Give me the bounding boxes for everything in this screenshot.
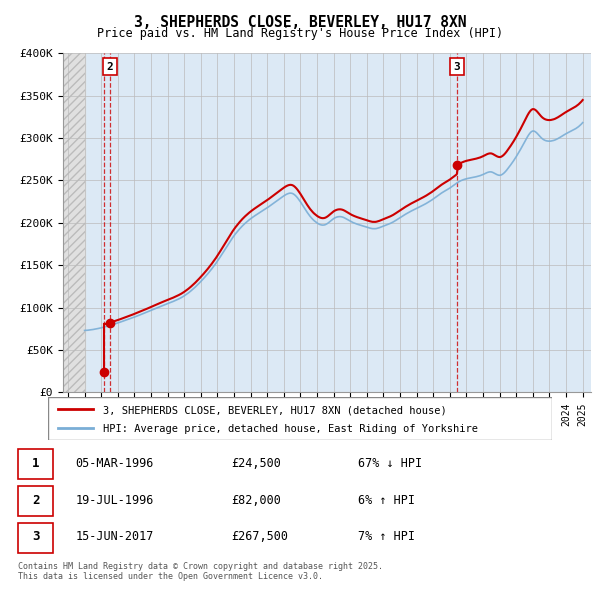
- Text: 05-MAR-1996: 05-MAR-1996: [76, 457, 154, 470]
- Text: 7% ↑ HPI: 7% ↑ HPI: [358, 530, 415, 543]
- Text: Price paid vs. HM Land Registry's House Price Index (HPI): Price paid vs. HM Land Registry's House …: [97, 27, 503, 40]
- Bar: [63, 53, 85, 392]
- Bar: [63, 53, 85, 392]
- Text: 3, SHEPHERDS CLOSE, BEVERLEY, HU17 8XN: 3, SHEPHERDS CLOSE, BEVERLEY, HU17 8XN: [134, 15, 466, 30]
- Text: 1: 1: [32, 457, 40, 470]
- Text: 2: 2: [32, 493, 40, 507]
- Bar: [85, 53, 591, 392]
- Text: 67% ↓ HPI: 67% ↓ HPI: [358, 457, 422, 470]
- Text: Contains HM Land Registry data © Crown copyright and database right 2025.
This d: Contains HM Land Registry data © Crown c…: [18, 562, 383, 581]
- Text: £82,000: £82,000: [231, 493, 281, 507]
- Text: £24,500: £24,500: [231, 457, 281, 470]
- Text: £267,500: £267,500: [231, 530, 288, 543]
- Text: 2: 2: [107, 62, 113, 71]
- FancyBboxPatch shape: [18, 450, 53, 479]
- FancyBboxPatch shape: [18, 523, 53, 553]
- Text: HPI: Average price, detached house, East Riding of Yorkshire: HPI: Average price, detached house, East…: [103, 424, 478, 434]
- FancyBboxPatch shape: [18, 486, 53, 516]
- Text: 15-JUN-2017: 15-JUN-2017: [76, 530, 154, 543]
- Text: 6% ↑ HPI: 6% ↑ HPI: [358, 493, 415, 507]
- FancyBboxPatch shape: [48, 397, 552, 440]
- Text: 19-JUL-1996: 19-JUL-1996: [76, 493, 154, 507]
- Text: 3: 3: [454, 62, 461, 71]
- Text: 3: 3: [32, 530, 40, 543]
- Text: 3, SHEPHERDS CLOSE, BEVERLEY, HU17 8XN (detached house): 3, SHEPHERDS CLOSE, BEVERLEY, HU17 8XN (…: [103, 406, 447, 416]
